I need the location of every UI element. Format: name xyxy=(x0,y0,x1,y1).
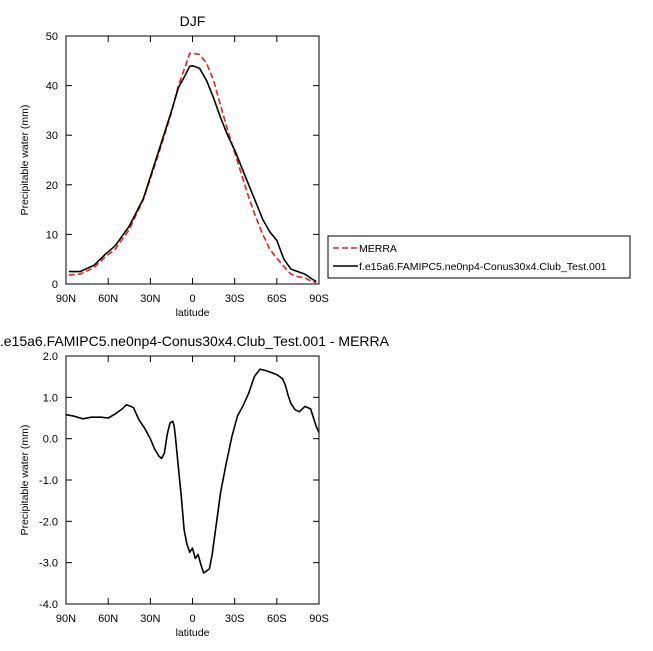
top-x-tick-label: 30N xyxy=(140,293,160,305)
top-x-tick-label: 60N xyxy=(98,293,118,305)
bottom-series-line-0 xyxy=(66,368,319,574)
bottom-x-tick-label: 30S xyxy=(225,613,245,625)
bottom-y-tick-label: -1.0 xyxy=(39,475,58,487)
legend-box xyxy=(327,235,631,279)
bottom-x-tick-label: 30N xyxy=(140,613,160,625)
top-plot-frame xyxy=(65,35,320,285)
top-x-tick-label: 30S xyxy=(225,293,245,305)
bottom-y-tick-label: 0.0 xyxy=(43,434,58,446)
top-chart-title: DJF xyxy=(180,13,206,29)
legend-entry-label-0: MERRA xyxy=(359,243,397,255)
bottom-x-axis-label: latitude xyxy=(176,627,210,639)
top-y-tick-label: 10 xyxy=(46,229,58,241)
legend-entry-label-1: f.e15a6.FAMIPC5.ne0np4-Conus30x4.Club_Te… xyxy=(359,261,607,273)
top-y-tick-label: 50 xyxy=(46,31,58,43)
bottom-y-tick-label: 1.0 xyxy=(43,392,58,404)
bottom-y-tick-label: -2.0 xyxy=(39,516,58,528)
bottom-x-tick-label: 90N xyxy=(56,613,76,625)
top-y-tick-label: 0 xyxy=(52,279,58,291)
top-x-tick-label: 60S xyxy=(267,293,287,305)
bottom-y-tick-label: -4.0 xyxy=(39,599,58,611)
bottom-x-tick-label: 0 xyxy=(189,613,195,625)
top-x-tick-label: 0 xyxy=(189,293,195,305)
bottom-y-tick-label: 2.0 xyxy=(43,351,58,363)
top-x-tick-label: 90S xyxy=(309,293,329,305)
top-y-tick-label: 20 xyxy=(46,180,58,192)
bottom-x-tick-label: 60N xyxy=(98,613,118,625)
top-y-tick-label: 40 xyxy=(46,81,58,93)
bottom-x-tick-label: 60S xyxy=(267,613,287,625)
top-series-line-1 xyxy=(68,65,317,283)
bottom-y-axis-label: Precipitable water (mm) xyxy=(19,425,31,536)
top-y-axis-label: Precipitable water (mm) xyxy=(19,105,31,216)
legend: MERRA f.e15a6.FAMIPC5.ne0np4-Conus30x4.Cl… xyxy=(327,235,631,279)
top-x-axis-label: latitude xyxy=(176,307,210,319)
chart-top: 90N 60N 30N 0 30S 60S 90S 0 10 20 30 40 50 DJF latitud… xyxy=(19,13,329,319)
bottom-chart-title: f.e15a6.FAMIPC5.ne0np4-Conus30x4.Club_Te… xyxy=(0,333,390,349)
top-x-tick-label: 90N xyxy=(56,293,76,305)
bottom-plot-frame xyxy=(65,355,320,605)
top-series-line-0 xyxy=(68,52,317,284)
bottom-y-tick-label: -3.0 xyxy=(39,558,58,570)
chart-bottom: 90N 60N 30N 0 30S 60S 90S 2.0 1.0 0.0 -1.0 -2.0 -3.0… xyxy=(0,333,390,639)
bottom-x-tick-label: 90S xyxy=(309,613,329,625)
top-y-tick-label: 30 xyxy=(46,130,58,142)
